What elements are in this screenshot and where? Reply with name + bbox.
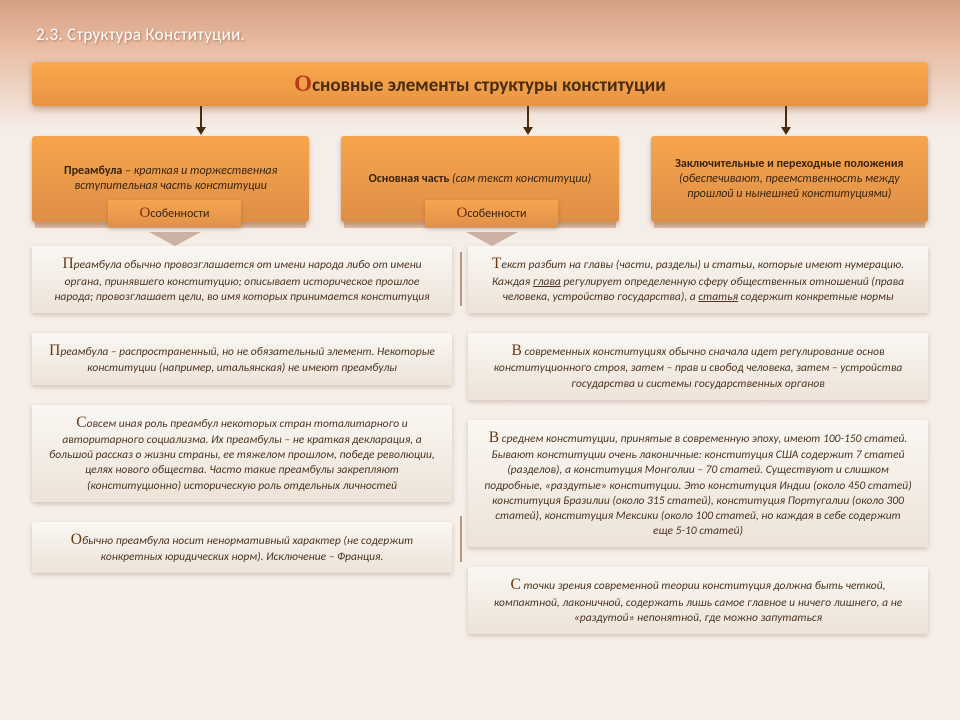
triangle-down-icon (149, 232, 201, 246)
info-card: Преамбула – распространенный, но не обяз… (32, 333, 452, 385)
info-card: Преамбула обычно провозглашается от имен… (32, 246, 452, 313)
features-label: Особенности (108, 200, 242, 227)
arrow-down-icon (527, 106, 529, 128)
section-number: 2.3. Структура Конституции. (36, 24, 245, 45)
arrow-down-icon (785, 106, 787, 128)
divider-bar (460, 516, 462, 562)
triangle-down-icon (466, 232, 518, 246)
info-card: Текст разбит на главы (части, разделы) и… (468, 246, 928, 313)
divider-bar (460, 252, 462, 306)
h2-bold: Основная часть (369, 172, 450, 186)
info-card: Совсем иная роль преамбул некоторых стра… (32, 405, 452, 502)
arrows-group (0, 106, 960, 140)
info-card: В среднем конституции, принятые в соврем… (468, 420, 928, 548)
arrow-down-icon (200, 106, 202, 128)
sub-right: Особенности (349, 200, 634, 246)
sub-left: Особенности (32, 200, 317, 246)
info-card: Обычно преамбула носит ненормативный хар… (32, 522, 452, 574)
h3-rest: (обеспечивают, преемственность между про… (679, 172, 900, 201)
h1-bold: Преамбула (64, 164, 122, 178)
h3-bold: Заключительные и переходные положения (675, 157, 903, 171)
features-label: Особенности (425, 200, 559, 227)
header-box-final: Заключительные и переходные положения (о… (651, 136, 928, 222)
h2-rest: (сам текст конституции) (449, 172, 591, 186)
info-card: В современных конституциях обычно сначал… (468, 333, 928, 400)
title-bar: Основные элементы структуры конституции (32, 62, 928, 106)
info-card: С точки зрения современной теории консти… (468, 567, 928, 634)
right-column: Текст разбит на главы (части, разделы) и… (468, 246, 928, 654)
main-title: Основные элементы структуры конституции (294, 71, 666, 97)
left-column: Преамбула обычно провозглашается от имен… (32, 246, 452, 593)
sub-labels-row: Особенности Особенности (32, 200, 634, 246)
